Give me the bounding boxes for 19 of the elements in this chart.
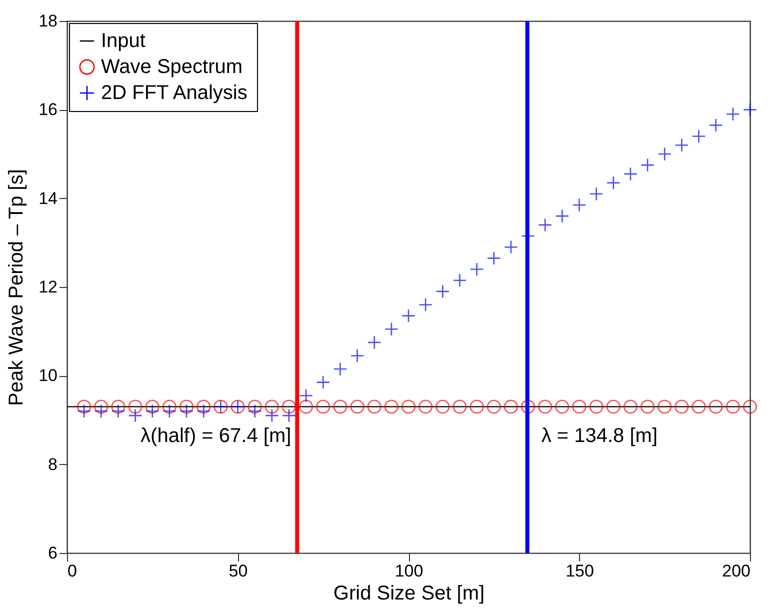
x-tick-label: 100 — [394, 562, 424, 580]
ref-line-label: λ(half) = 67.4 [m] — [140, 424, 292, 447]
y-tick-label: 18 — [38, 12, 58, 30]
y-tick-label: 12 — [38, 278, 58, 296]
legend-label: 2D FFT Analysis — [101, 82, 248, 104]
legend-label: Input — [101, 30, 146, 52]
x-tick-label: 0 — [68, 562, 77, 580]
x-axis-title: Grid Size Set [m] — [333, 582, 485, 604]
ref-line-label: λ = 134.8 [m] — [541, 424, 658, 447]
y-tick-label: 6 — [48, 544, 58, 562]
x-tick-label: 150 — [566, 562, 594, 580]
y-tick-label: 8 — [48, 454, 58, 474]
x-tick-label: 50 — [228, 562, 248, 580]
x-tick-label: 200 — [722, 562, 750, 580]
y-tick-label: 10 — [38, 366, 58, 386]
y-tick-label: 14 — [38, 188, 58, 208]
y-axis-title: Peak Wave Period – Tp [s] — [6, 169, 28, 406]
y-tick-label: 16 — [38, 100, 58, 120]
legend-label: Wave Spectrum — [101, 56, 243, 78]
